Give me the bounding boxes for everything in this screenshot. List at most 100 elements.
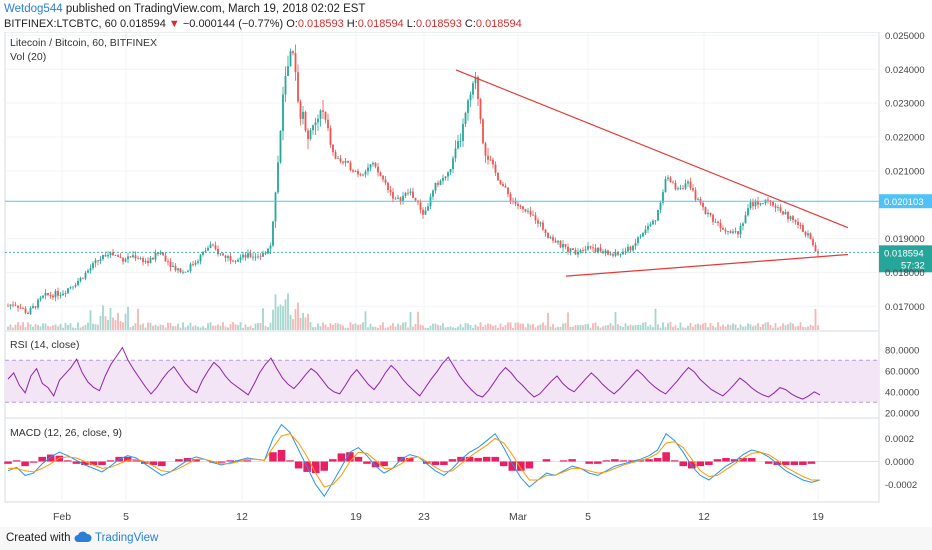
candle-body bbox=[44, 292, 47, 296]
volume-bar bbox=[507, 322, 509, 330]
candle-body bbox=[252, 256, 254, 258]
volume-bar bbox=[147, 322, 149, 330]
price-tick-label: 0.025000 bbox=[885, 32, 925, 42]
macd-histogram-bar bbox=[311, 461, 320, 474]
candle-body bbox=[67, 288, 69, 294]
volume-bar bbox=[664, 327, 667, 330]
volume-bar bbox=[469, 324, 472, 330]
macd-histogram-bar bbox=[192, 459, 200, 462]
candle-body bbox=[244, 254, 247, 258]
macd-histogram-bar bbox=[38, 456, 46, 462]
volume-bar bbox=[329, 323, 332, 330]
candle-body bbox=[434, 182, 437, 191]
candle-body bbox=[587, 246, 589, 250]
candle-body bbox=[797, 221, 799, 226]
macd-histogram-bar bbox=[585, 461, 593, 464]
volume-bar bbox=[357, 324, 359, 330]
volume-bar bbox=[174, 326, 177, 330]
candle-body bbox=[734, 231, 737, 233]
candle-body bbox=[12, 304, 14, 306]
volume-bar bbox=[172, 326, 174, 330]
volume-bar bbox=[374, 326, 377, 330]
candle-body bbox=[747, 208, 749, 216]
author-link[interactable]: Wetdog544 bbox=[4, 3, 63, 15]
candle-body bbox=[39, 297, 42, 300]
candle-body bbox=[192, 264, 194, 266]
last-price-tag bbox=[879, 245, 932, 273]
candle-body bbox=[179, 268, 182, 273]
volume-bar bbox=[457, 326, 459, 330]
candle-body bbox=[402, 195, 404, 201]
macd-histogram-bar bbox=[747, 458, 756, 462]
volume-bar bbox=[347, 327, 349, 330]
candle-body bbox=[794, 220, 797, 222]
volume-bar bbox=[217, 324, 219, 330]
candle-body bbox=[17, 305, 19, 308]
macd-histogram-bar bbox=[679, 461, 688, 467]
candle-body bbox=[724, 229, 727, 232]
candle-body bbox=[369, 164, 372, 168]
volume-bar bbox=[9, 324, 12, 330]
volume-bar bbox=[782, 323, 784, 330]
volume-bar bbox=[44, 323, 47, 330]
volume-bar bbox=[414, 323, 417, 330]
candle-body bbox=[19, 307, 22, 309]
volume-bar bbox=[484, 324, 487, 330]
volume-bar bbox=[512, 327, 514, 330]
volume-bar bbox=[74, 327, 77, 330]
macd-histogram-bar bbox=[329, 459, 337, 462]
macd-histogram-bar bbox=[508, 461, 517, 471]
volume-bar bbox=[514, 322, 517, 330]
price-tick-label: 0.022000 bbox=[885, 132, 925, 143]
volume-bar bbox=[657, 324, 659, 330]
candle-body bbox=[392, 192, 394, 199]
volume-bar bbox=[734, 324, 737, 330]
volume-bar bbox=[332, 324, 334, 330]
macd-pane-title: MACD (12, 26, close, 9) bbox=[10, 427, 122, 439]
candle-body bbox=[684, 183, 687, 189]
candle-body bbox=[472, 83, 474, 95]
x-tick-label: Feb bbox=[53, 511, 71, 523]
volume-bar bbox=[442, 323, 444, 330]
candle-body bbox=[32, 306, 34, 309]
macd-histogram-bar bbox=[12, 460, 21, 462]
candle-body bbox=[57, 290, 59, 296]
volume-bar bbox=[14, 324, 17, 330]
volume-bar bbox=[284, 299, 287, 330]
volume-bar bbox=[407, 327, 409, 330]
volume-bar bbox=[349, 322, 352, 330]
candle-body bbox=[84, 272, 87, 279]
candle-body bbox=[274, 192, 277, 222]
candle-body bbox=[539, 222, 542, 224]
volume-bar bbox=[47, 325, 49, 330]
macd-histogram-bar bbox=[482, 456, 491, 462]
candle-body bbox=[62, 293, 64, 296]
volume-bar bbox=[742, 326, 744, 330]
volume-bar bbox=[244, 324, 247, 330]
volume-bar bbox=[669, 322, 672, 330]
candle-body bbox=[239, 257, 242, 260]
grid-lines bbox=[5, 32, 880, 502]
macd-histogram-bar bbox=[217, 461, 226, 463]
volume-bar bbox=[439, 325, 442, 330]
candle-body bbox=[329, 128, 332, 145]
volume-bar bbox=[562, 323, 564, 330]
volume-bar bbox=[189, 322, 192, 330]
volume-bar bbox=[319, 326, 322, 330]
candle-body bbox=[27, 312, 29, 314]
volume-bar bbox=[644, 322, 647, 330]
tradingview-logo[interactable]: TradingView bbox=[74, 531, 158, 544]
candle-body bbox=[134, 255, 137, 259]
candle-body bbox=[502, 184, 504, 187]
volume-bar bbox=[719, 326, 722, 330]
volume-bar bbox=[692, 326, 694, 330]
candle-body bbox=[444, 176, 447, 178]
candle-body bbox=[642, 233, 644, 237]
candle-body bbox=[479, 99, 482, 120]
volume-bar bbox=[624, 323, 627, 330]
volume-bar bbox=[584, 324, 587, 330]
volume-bar bbox=[154, 324, 157, 330]
volume-bar bbox=[679, 322, 682, 330]
candle-body bbox=[304, 111, 307, 131]
